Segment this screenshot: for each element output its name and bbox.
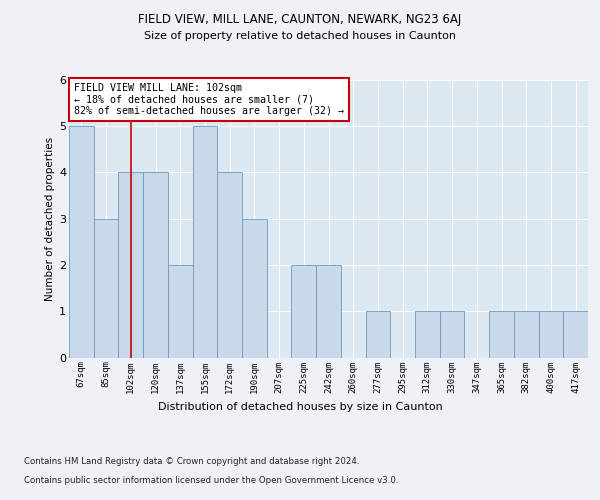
Bar bbox=[539, 311, 563, 358]
Text: Contains public sector information licensed under the Open Government Licence v3: Contains public sector information licen… bbox=[24, 476, 398, 485]
Bar bbox=[316, 265, 341, 358]
Bar bbox=[69, 126, 94, 358]
Y-axis label: Number of detached properties: Number of detached properties bbox=[45, 136, 55, 301]
Bar bbox=[415, 311, 440, 358]
Text: Contains HM Land Registry data © Crown copyright and database right 2024.: Contains HM Land Registry data © Crown c… bbox=[24, 458, 359, 466]
Text: Size of property relative to detached houses in Caunton: Size of property relative to detached ho… bbox=[144, 31, 456, 41]
Bar bbox=[94, 219, 118, 358]
Bar bbox=[118, 172, 143, 358]
Bar bbox=[242, 219, 267, 358]
Bar bbox=[292, 265, 316, 358]
Bar bbox=[563, 311, 588, 358]
Bar bbox=[143, 172, 168, 358]
Bar bbox=[514, 311, 539, 358]
Bar bbox=[440, 311, 464, 358]
Bar bbox=[489, 311, 514, 358]
Text: FIELD VIEW, MILL LANE, CAUNTON, NEWARK, NG23 6AJ: FIELD VIEW, MILL LANE, CAUNTON, NEWARK, … bbox=[139, 12, 461, 26]
Bar bbox=[168, 265, 193, 358]
Text: FIELD VIEW MILL LANE: 102sqm
← 18% of detached houses are smaller (7)
82% of sem: FIELD VIEW MILL LANE: 102sqm ← 18% of de… bbox=[74, 83, 344, 116]
Text: Distribution of detached houses by size in Caunton: Distribution of detached houses by size … bbox=[158, 402, 442, 412]
Bar bbox=[217, 172, 242, 358]
Bar bbox=[365, 311, 390, 358]
Bar bbox=[193, 126, 217, 358]
